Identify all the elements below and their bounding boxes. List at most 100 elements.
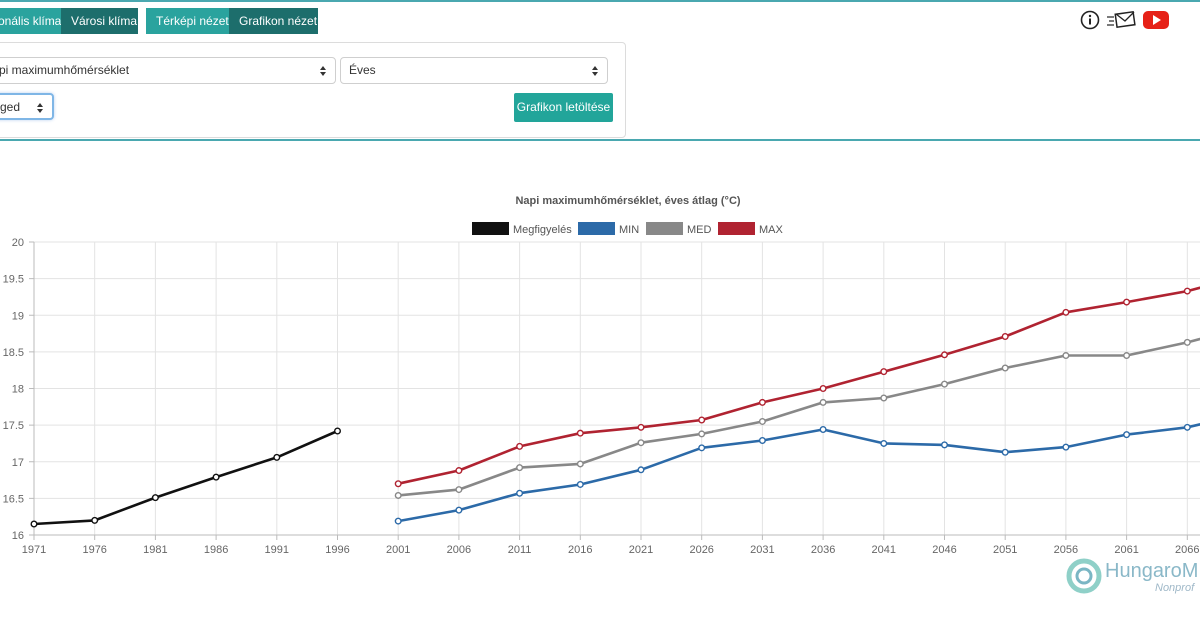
x-tick-label: 1996	[325, 544, 349, 556]
x-tick-label: 2016	[568, 544, 592, 556]
data-point	[516, 442, 524, 450]
x-tick-label: 1976	[82, 544, 106, 556]
data-point	[334, 427, 342, 435]
variable-select[interactable]: pi maximumhőmérséklet	[0, 57, 336, 84]
data-point	[1062, 443, 1070, 451]
x-tick-label: 2006	[447, 544, 471, 556]
hungaromet-logo	[1066, 558, 1102, 594]
data-point	[941, 351, 949, 359]
chart-axes: 16 16.5 17 17.5 18 18.5 19 19.5 20 1971 1976 1981 19…	[3, 237, 1200, 556]
y-tick-label: 19.5	[3, 274, 24, 286]
mail-icon[interactable]	[1106, 10, 1136, 30]
chart-series	[30, 286, 1200, 528]
data-point	[880, 394, 888, 402]
period-select-value: Éves	[349, 63, 376, 77]
data-point	[698, 416, 706, 424]
data-point	[576, 429, 584, 437]
data-point	[758, 417, 766, 425]
x-tick-label: 1981	[143, 544, 167, 556]
data-point	[1183, 287, 1191, 295]
legend-label: MED	[687, 224, 712, 236]
header-band	[0, 0, 1200, 141]
city-climate-button[interactable]: Városi klíma	[61, 8, 138, 34]
x-tick-label: 2026	[689, 544, 713, 556]
y-tick-label: 17.5	[3, 420, 24, 432]
data-point	[1062, 308, 1070, 316]
legend-label: Megfigyelés	[513, 224, 572, 236]
data-point	[698, 430, 706, 438]
data-point	[1183, 423, 1191, 431]
data-point	[637, 466, 645, 474]
data-point	[1062, 352, 1070, 360]
line-chart: Napi maximumhőmérséklet, éves átlag (°C)…	[3, 195, 1200, 556]
data-point	[1001, 364, 1009, 372]
data-point	[576, 480, 584, 488]
data-point	[880, 439, 888, 447]
y-tick-label: 18	[12, 384, 24, 396]
x-tick-label: 2046	[932, 544, 956, 556]
variable-select-value: pi maximumhőmérséklet	[0, 63, 130, 77]
regional-climate-button[interactable]: onális klíma	[0, 8, 61, 34]
legend-swatch	[472, 222, 509, 235]
data-point	[516, 489, 524, 497]
youtube-icon[interactable]	[1142, 10, 1170, 30]
map-view-button[interactable]: Térképi nézet	[146, 8, 229, 34]
logo-subtext: Nonprof	[1155, 582, 1195, 594]
x-tick-label: 1986	[204, 544, 228, 556]
period-select[interactable]: Éves	[340, 57, 608, 84]
x-tick-label: 2011	[508, 544, 532, 556]
x-tick-label: 2041	[872, 544, 896, 556]
series-line	[33, 429, 339, 526]
data-point	[516, 464, 524, 472]
legend-label: MIN	[619, 224, 639, 236]
x-tick-label: 2066	[1175, 544, 1199, 556]
chart-grid	[29, 241, 1200, 540]
chart-title: Napi maximumhőmérséklet, éves átlag (°C)	[515, 195, 740, 207]
city-select[interactable]: ged	[0, 93, 54, 120]
select-arrows-icon	[36, 95, 44, 124]
data-point	[698, 444, 706, 452]
data-point	[1001, 448, 1009, 456]
logo-text: HungaroM	[1105, 560, 1199, 582]
chart-legend: Megfigyelés MIN MED MAX	[472, 222, 784, 236]
legend-label: MAX	[759, 224, 784, 236]
data-point	[394, 517, 402, 525]
data-point	[1123, 431, 1131, 439]
chart-view-button[interactable]: Grafikon nézet	[229, 8, 318, 34]
data-point	[941, 380, 949, 388]
y-tick-label: 17	[12, 457, 24, 469]
data-point	[273, 453, 281, 461]
data-point	[212, 473, 220, 481]
y-tick-label: 20	[12, 237, 24, 249]
data-point	[880, 368, 888, 376]
data-point	[455, 467, 463, 475]
data-point	[637, 439, 645, 447]
data-point	[941, 441, 949, 449]
data-point	[637, 423, 645, 431]
data-point	[455, 486, 463, 494]
data-point	[151, 494, 159, 502]
x-tick-label: 2056	[1054, 544, 1078, 556]
info-icon[interactable]	[1080, 10, 1100, 30]
data-point	[394, 480, 402, 488]
x-tick-label: 1971	[22, 544, 46, 556]
download-chart-button[interactable]: Grafikon letöltése	[514, 93, 613, 122]
y-tick-label: 16.5	[3, 493, 24, 505]
data-point	[394, 491, 402, 499]
data-point	[819, 384, 827, 392]
legend-swatch	[718, 222, 755, 235]
data-point	[30, 520, 38, 528]
x-tick-label: 2061	[1114, 544, 1138, 556]
data-point	[455, 506, 463, 514]
x-tick-label: 2021	[629, 544, 653, 556]
select-arrows-icon	[591, 58, 599, 87]
data-point	[91, 516, 99, 524]
legend-swatch	[578, 222, 615, 235]
series-line	[397, 286, 1200, 485]
data-point	[1123, 352, 1131, 360]
legend-swatch	[646, 222, 683, 235]
data-point	[758, 437, 766, 445]
data-point	[819, 398, 827, 406]
x-tick-label: 2051	[993, 544, 1017, 556]
x-tick-label: 2031	[750, 544, 774, 556]
